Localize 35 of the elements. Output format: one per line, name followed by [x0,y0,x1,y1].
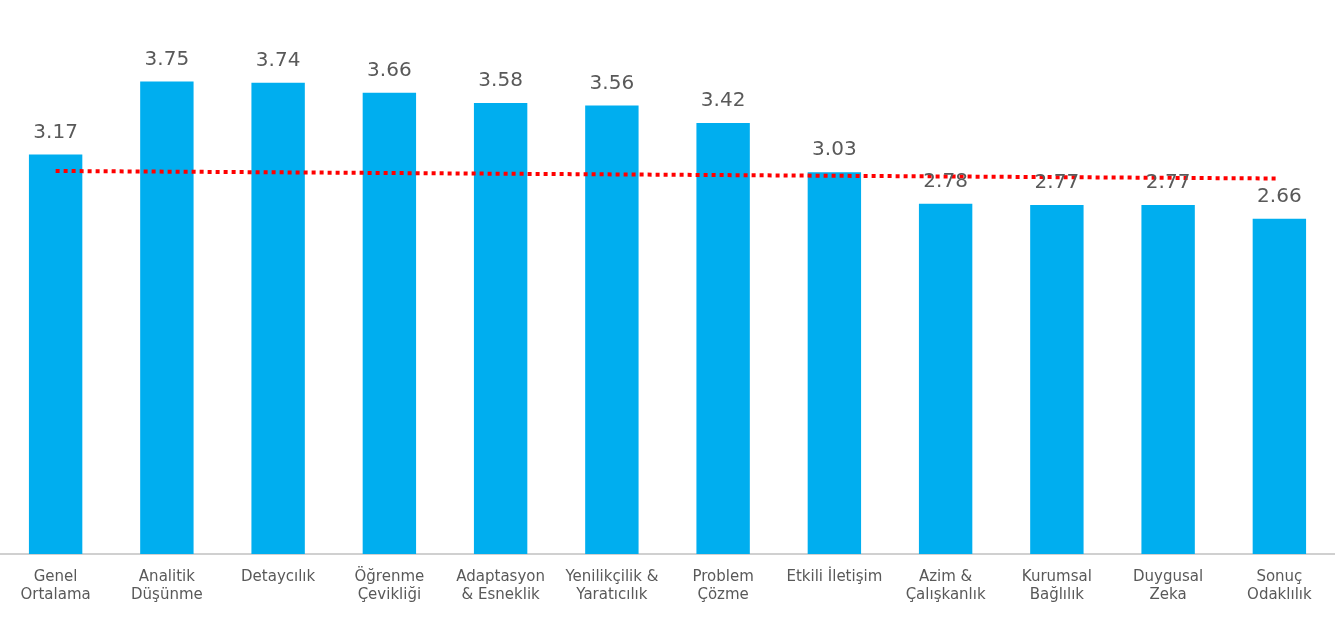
x-tick-label: Genel Ortalama [20,566,91,603]
x-tick-label: Problem Çözme [692,566,754,603]
bar [251,82,305,554]
x-tick-label: Kurumsal Bağlılık [1021,566,1092,603]
bar [696,123,750,554]
bar [807,172,862,554]
data-label: 3.56 [589,69,635,94]
data-label: 2.78 [923,167,968,192]
x-tick-label: Detaycılık [241,566,316,585]
x-tick-label: Öğrenme Çevikliği [354,565,425,603]
data-label: 2.77 [1034,169,1080,194]
x-tick-label: Adaptasyon & Esneklik [456,566,545,603]
data-label: 3.17 [33,118,78,143]
x-tick-label: Duygusal Zeka [1133,566,1204,603]
bar [918,203,973,554]
x-tick-label: Azim & Çalışkanlık [905,566,986,603]
x-tick-label: Yenilikçilik & Yaratıcılık [564,566,659,603]
data-label: 3.42 [700,87,746,112]
data-label: 3.66 [367,57,412,82]
bar [1141,204,1195,554]
data-label: 2.66 [1257,183,1302,208]
data-label: 3.74 [255,46,301,71]
bar [473,102,528,554]
x-tick-label: Sonuç Odaklılık [1247,566,1312,603]
bar [140,81,194,554]
bar [28,154,83,554]
data-label: 3.58 [478,67,523,92]
data-label: 3.75 [144,45,190,70]
data-label: 3.03 [812,136,857,161]
bar [585,105,639,554]
bar [1252,218,1307,554]
x-tick-label: Etkili İletişim [786,565,883,585]
bar [1030,204,1084,554]
bar [362,92,417,554]
x-tick-label: Analitik Düşünme [131,566,203,603]
